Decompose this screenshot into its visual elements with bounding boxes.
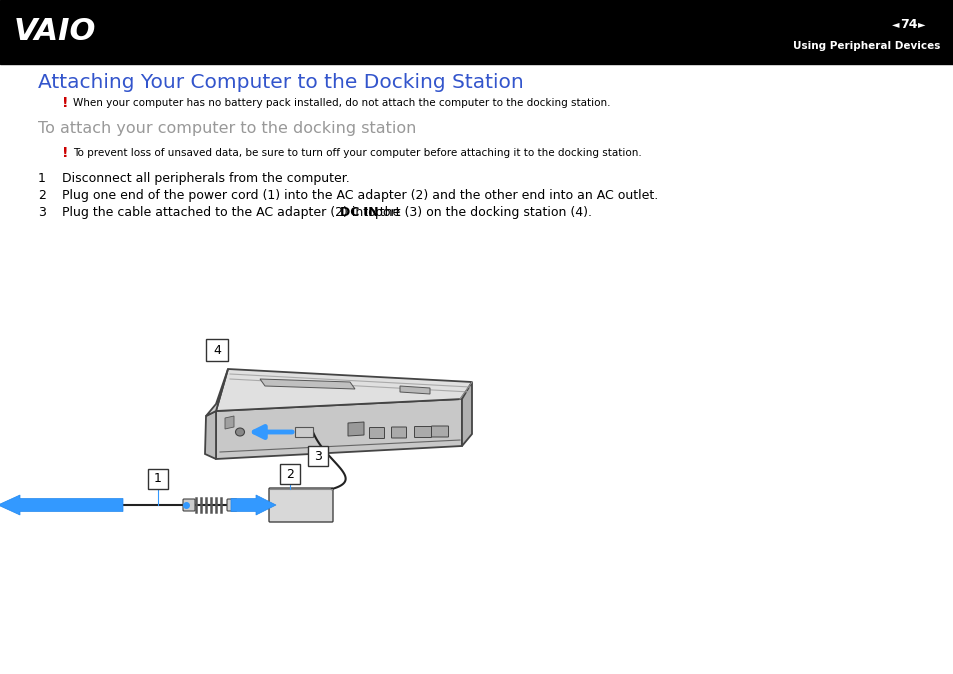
Polygon shape [215,399,461,459]
FancyArrow shape [0,495,123,515]
Text: 3: 3 [314,450,321,462]
Bar [206,339,228,361]
Polygon shape [294,427,313,437]
Text: 74: 74 [900,18,917,31]
FancyBboxPatch shape [227,499,236,511]
Bar [0,0,953,64]
Text: Plug the cable attached to the AC adapter (2) into the: Plug the cable attached to the AC adapte… [62,206,404,219]
Bar [280,464,299,484]
Text: Using Peripheral Devices: Using Peripheral Devices [792,41,939,51]
Text: ◄: ◄ [891,20,899,30]
Polygon shape [399,386,430,394]
Text: Plug the cable attached to the AC adapter (2) into the DC IN port (3) on the doc: Plug the cable attached to the AC adapte… [62,206,659,219]
Text: 1: 1 [153,472,162,485]
Text: To prevent loss of unsaved data, be sure to turn off your computer before attach: To prevent loss of unsaved data, be sure… [73,148,641,158]
Text: 2: 2 [286,468,294,481]
Polygon shape [348,422,364,436]
FancyBboxPatch shape [431,426,448,437]
Polygon shape [225,416,233,429]
Text: Attaching Your Computer to the Docking Station: Attaching Your Computer to the Docking S… [38,73,523,92]
Text: 4: 4 [213,344,221,357]
Bar [308,446,328,466]
Polygon shape [206,369,228,416]
Text: ►: ► [918,20,924,30]
Text: To attach your computer to the docking station: To attach your computer to the docking s… [38,121,416,136]
Text: DC IN: DC IN [339,206,378,219]
Text: 3: 3 [38,206,46,219]
Text: When your computer has no battery pack installed, do not attach the computer to : When your computer has no battery pack i… [73,98,610,108]
Polygon shape [215,369,472,411]
Text: Disconnect all peripherals from the computer.: Disconnect all peripherals from the comp… [62,172,350,185]
FancyBboxPatch shape [183,499,194,511]
Text: 1: 1 [38,172,46,185]
FancyBboxPatch shape [269,488,333,522]
FancyArrow shape [231,495,275,515]
Polygon shape [205,411,215,459]
Ellipse shape [235,428,244,436]
Text: port (3) on the docking station (4).: port (3) on the docking station (4). [371,206,591,219]
FancyBboxPatch shape [369,427,384,439]
Text: 2: 2 [38,189,46,202]
Text: !: ! [62,96,69,110]
Polygon shape [260,379,355,389]
FancyBboxPatch shape [414,427,431,437]
Text: VAIO: VAIO [14,18,96,47]
Polygon shape [461,382,472,446]
Text: !: ! [62,146,69,160]
FancyBboxPatch shape [391,427,406,438]
Bar [148,469,168,489]
Text: Plug one end of the power cord (1) into the AC adapter (2) and the other end int: Plug one end of the power cord (1) into … [62,189,658,202]
